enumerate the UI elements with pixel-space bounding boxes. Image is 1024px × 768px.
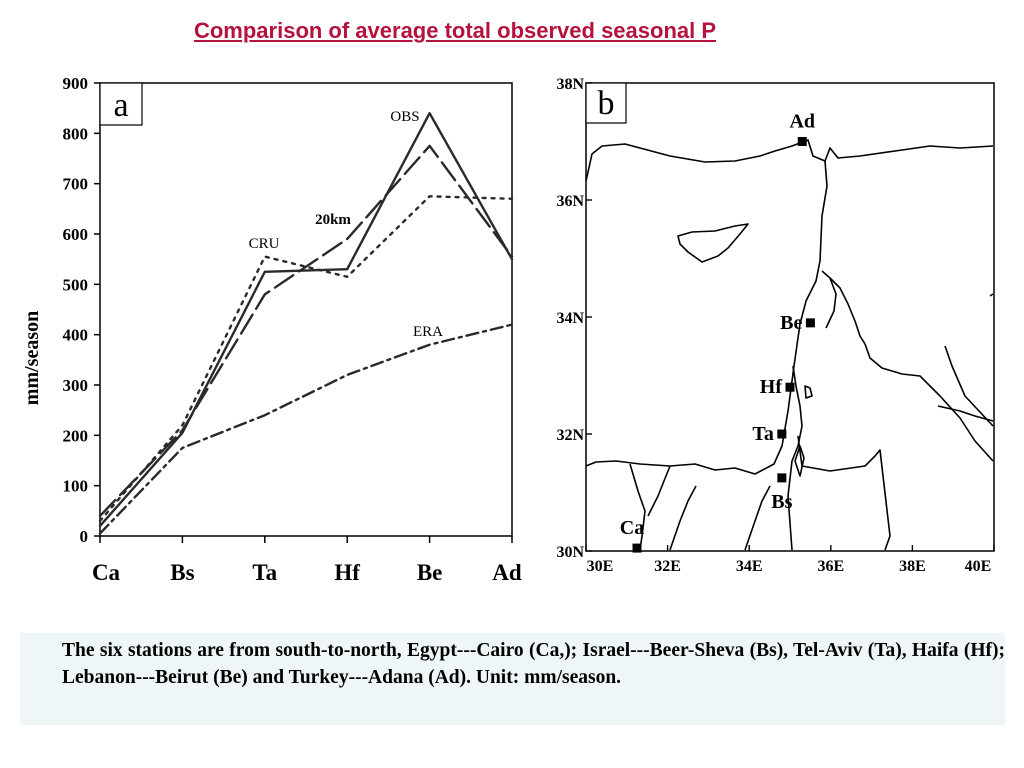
y-tick-label: 600	[63, 225, 89, 244]
lat-label: 32N	[556, 427, 584, 444]
y-tick-label: 900	[63, 74, 89, 93]
x-tick-label: Ta	[252, 560, 277, 585]
series-line-cru	[98, 195, 514, 523]
y-tick-label: 0	[80, 527, 89, 546]
station-marker	[805, 318, 815, 328]
x-tick-label: Ca	[92, 560, 121, 585]
lon-label: 32E	[654, 558, 681, 575]
station-map-b: b 38N 36N 34N 32N 30N 30E 32E 34E 36E 38E 40E Ad B…	[556, 76, 995, 575]
x-tick-label: Hf	[334, 560, 360, 585]
series-label-era: ERA	[413, 324, 443, 340]
line-chart-a: a mm/season 0 100 200 300 400 500 600 700 800 900…	[21, 74, 522, 585]
lon-label: 34E	[736, 558, 763, 575]
station-marker	[797, 137, 807, 146]
lon-label: 30E	[587, 558, 614, 575]
caption-text: The six stations are from south-to-north…	[20, 633, 1005, 725]
slide-title: Comparison of average total observed sea…	[193, 18, 717, 43]
lon-label: 38E	[899, 558, 926, 575]
x-tick-label: Be	[417, 560, 443, 585]
series-label-cru: CRU	[249, 236, 280, 252]
station-marker	[632, 543, 642, 553]
series-line-obs	[98, 112, 514, 528]
latitude-labels: 38N 36N 34N 32N 30N	[556, 76, 592, 561]
y-tick-label: 700	[63, 175, 89, 194]
lon-label: 36E	[817, 558, 844, 575]
station-label: Ta	[752, 423, 774, 445]
lat-label: 38N	[556, 76, 584, 93]
panel-label-box	[99, 82, 143, 126]
y-tick-label: 800	[63, 124, 89, 143]
y-tick-label: 500	[63, 275, 89, 294]
lat-label: 30N	[556, 544, 584, 561]
series-group	[98, 112, 514, 535]
station-marker	[785, 382, 795, 392]
panel-label: a	[113, 87, 128, 124]
lat-label: 34N	[556, 310, 584, 327]
x-tick-label: Bs	[170, 560, 194, 585]
map-coastlines	[585, 139, 994, 551]
series-line-era	[98, 323, 514, 535]
series-label-obs: OBS	[390, 109, 419, 125]
series-line-20km	[98, 144, 514, 518]
y-axis: 0 100 200 300 400 500 600 700 800 900	[63, 74, 100, 546]
x-tick-label: Ad	[492, 560, 522, 585]
lat-label: 36N	[556, 193, 584, 210]
lon-label: 40E	[965, 558, 992, 575]
plot-frame	[99, 82, 513, 537]
y-tick-label: 400	[63, 326, 89, 345]
y-tick-label: 100	[63, 477, 89, 496]
station-marker	[777, 473, 787, 483]
station-label: Be	[780, 312, 802, 334]
map-panel-label: b	[598, 85, 615, 122]
station-markers: Ad Be Hf Ta Bs Ca	[620, 111, 815, 553]
station-label: Hf	[760, 376, 783, 398]
station-marker	[777, 429, 787, 439]
longitude-labels: 30E 32E 34E 36E 38E 40E	[585, 545, 995, 575]
station-label: Bs	[771, 491, 792, 513]
series-label-20km: 20km	[315, 212, 351, 228]
map-panel-label-box	[585, 82, 627, 124]
y-tick-label: 200	[63, 426, 89, 445]
y-tick-label: 300	[63, 376, 89, 395]
station-label: Ad	[789, 111, 815, 133]
y-axis-label: mm/season	[21, 311, 43, 405]
x-axis: Ca Bs Ta Hf Be Ad	[92, 536, 522, 585]
station-label: Ca	[620, 517, 644, 539]
